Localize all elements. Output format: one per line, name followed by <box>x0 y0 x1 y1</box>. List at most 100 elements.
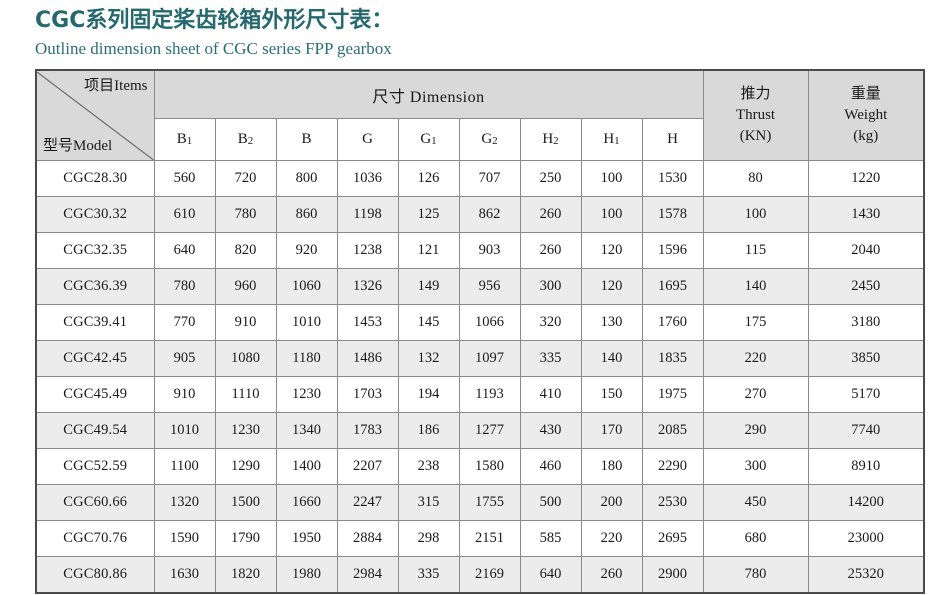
cell-model: CGC32.35 <box>35 232 155 269</box>
header-col-G: G <box>336 118 399 161</box>
cell-h1: 120 <box>580 268 643 305</box>
cell-b: 1010 <box>275 304 338 341</box>
cell-weight: 14200 <box>807 484 925 521</box>
cell-b2: 910 <box>214 304 277 341</box>
cell-g: 1453 <box>336 304 399 341</box>
cell-g: 1326 <box>336 268 399 305</box>
cell-b: 1060 <box>275 268 338 305</box>
table-row: CGC32.35 640 820 920 1238 121 903 260 120 1596 115… <box>35 232 925 269</box>
table-row: CGC80.86 1630 1820 1980 2984 335 2169 640 260 290… <box>35 556 925 594</box>
table-row: CGC49.54 1010 1230 1340 1783 186 1277 430 170 208… <box>35 412 925 449</box>
cell-g: 2247 <box>336 484 399 521</box>
cell-b2: 1080 <box>214 340 277 377</box>
cell-h: 1760 <box>641 304 704 341</box>
cell-model: CGC45.49 <box>35 376 155 413</box>
cell-thrust: 680 <box>702 520 809 557</box>
page-subtitle: Outline dimension sheet of CGC series FP… <box>35 39 392 58</box>
cell-thrust: 115 <box>702 232 809 269</box>
cell-h1: 100 <box>580 160 643 197</box>
cell-g1: 315 <box>397 484 460 521</box>
title-block: CGC系列固定桨齿轮箱外形尺寸表： Outline dimension shee… <box>0 0 951 61</box>
cell-h: 1578 <box>641 196 704 233</box>
header-weight-line3: (kg) <box>853 128 879 144</box>
cell-g2: 903 <box>458 232 521 269</box>
header-weight-line1: 重量 <box>850 86 881 102</box>
cell-g1: 121 <box>397 232 460 269</box>
table-body: CGC28.30 560 720 800 1036 126 707 250 100 1530 80 1… <box>35 160 925 594</box>
cell-weight: 8910 <box>807 448 925 485</box>
cell-g: 1036 <box>336 160 399 197</box>
cell-b1: 640 <box>153 232 216 269</box>
cell-g: 1198 <box>336 196 399 233</box>
cell-g1: 132 <box>397 340 460 377</box>
cell-b1: 770 <box>153 304 216 341</box>
cell-thrust: 450 <box>702 484 809 521</box>
cell-g1: 149 <box>397 268 460 305</box>
cell-h2: 585 <box>519 520 582 557</box>
header-col-G1: G1 <box>397 118 460 161</box>
cell-weight: 25320 <box>807 556 925 594</box>
cell-h: 1596 <box>641 232 704 269</box>
cell-h2: 260 <box>519 196 582 233</box>
cell-b1: 1630 <box>153 556 216 594</box>
header-col-B1: B1 <box>153 118 216 161</box>
table-row: CGC70.76 1590 1790 1950 2884 298 2151 585 220 269… <box>35 520 925 557</box>
cell-g2: 1755 <box>458 484 521 521</box>
cell-thrust: 220 <box>702 340 809 377</box>
cell-g1: 335 <box>397 556 460 594</box>
cell-h2: 250 <box>519 160 582 197</box>
cell-b2: 1820 <box>214 556 277 594</box>
cell-g: 2984 <box>336 556 399 594</box>
cell-model: CGC70.76 <box>35 520 155 557</box>
cell-weight: 1430 <box>807 196 925 233</box>
cell-b2: 960 <box>214 268 277 305</box>
header-col-B2: B2 <box>214 118 277 161</box>
cell-h2: 335 <box>519 340 582 377</box>
cell-h2: 430 <box>519 412 582 449</box>
cell-b1: 560 <box>153 160 216 197</box>
cell-h: 1695 <box>641 268 704 305</box>
cell-weight: 23000 <box>807 520 925 557</box>
header-thrust-line1: 推力 <box>740 86 771 102</box>
cell-g: 1238 <box>336 232 399 269</box>
cell-h: 2695 <box>641 520 704 557</box>
cell-b1: 1010 <box>153 412 216 449</box>
cell-g: 1703 <box>336 376 399 413</box>
cell-g2: 1580 <box>458 448 521 485</box>
cell-g1: 186 <box>397 412 460 449</box>
cell-h1: 130 <box>580 304 643 341</box>
cell-b2: 720 <box>214 160 277 197</box>
header-weight-line2: Weight <box>844 107 888 123</box>
cell-weight: 2450 <box>807 268 925 305</box>
cell-b: 1950 <box>275 520 338 557</box>
table-row: CGC42.45 905 1080 1180 1486 132 1097 335 140 1835… <box>35 340 925 377</box>
cell-thrust: 300 <box>702 448 809 485</box>
cell-b1: 1100 <box>153 448 216 485</box>
cell-weight: 3850 <box>807 340 925 377</box>
cell-b: 1400 <box>275 448 338 485</box>
table-header: 项目Items 型号Model 尺寸 Dimension 推力 Thrust (… <box>35 69 925 161</box>
cell-thrust: 80 <box>702 160 809 197</box>
corner-model-label: 型号Model <box>43 137 113 154</box>
cell-b: 1980 <box>275 556 338 594</box>
cell-g: 2207 <box>336 448 399 485</box>
cell-h: 2900 <box>641 556 704 594</box>
diagonal-divider-icon <box>37 71 154 160</box>
header-col-H: H <box>641 118 704 161</box>
cell-weight: 7740 <box>807 412 925 449</box>
cell-h2: 320 <box>519 304 582 341</box>
header-thrust-line2: Thrust <box>735 107 776 123</box>
cell-b2: 1500 <box>214 484 277 521</box>
cell-g2: 862 <box>458 196 521 233</box>
header-col-G2: G2 <box>458 118 521 161</box>
cell-g1: 125 <box>397 196 460 233</box>
cell-b2: 1290 <box>214 448 277 485</box>
cell-b: 1660 <box>275 484 338 521</box>
cell-g2: 707 <box>458 160 521 197</box>
cell-weight: 3180 <box>807 304 925 341</box>
table-row: CGC30.32 610 780 860 1198 125 862 260 100 1578 100… <box>35 196 925 233</box>
cell-model: CGC36.39 <box>35 268 155 305</box>
cell-b2: 1790 <box>214 520 277 557</box>
cell-h1: 100 <box>580 196 643 233</box>
